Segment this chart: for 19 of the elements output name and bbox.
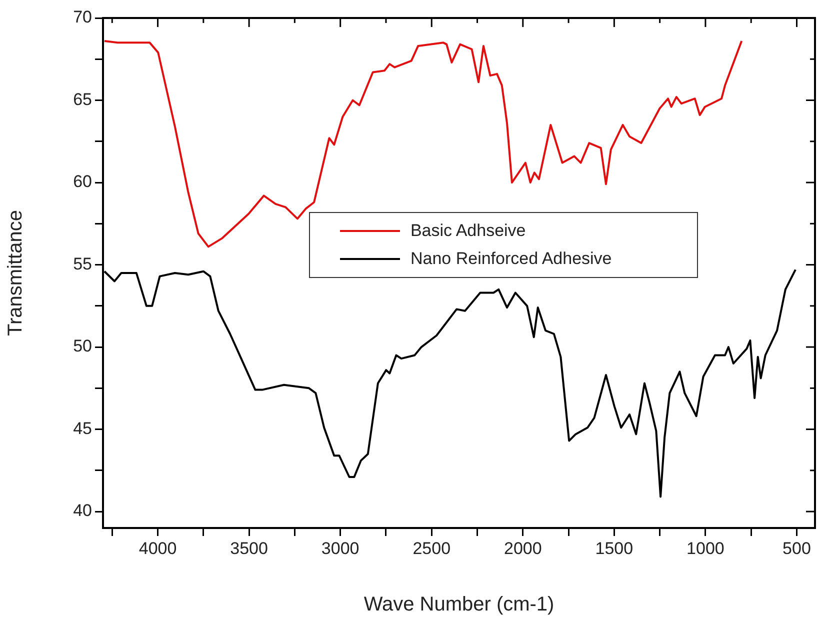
y-tick-label: 40 <box>73 501 92 520</box>
x-tick-label: 3500 <box>230 538 268 558</box>
x-tick-label: 4000 <box>138 538 177 558</box>
y-axis-title: Transmittance <box>4 210 27 336</box>
x-tick-label: 2500 <box>412 538 451 558</box>
y-tick-label: 70 <box>73 8 92 27</box>
y-tick-label: 45 <box>73 418 92 438</box>
x-axis-title: Wave Number (cm-1) <box>364 594 554 616</box>
y-tick-label: 65 <box>73 90 92 109</box>
x-tick-label: 3000 <box>321 538 360 558</box>
x-tick-label: 1000 <box>686 538 724 558</box>
legend-label: Basic Adhseive <box>410 220 526 241</box>
x-tick-label: 1500 <box>595 538 634 558</box>
y-tick-label: 60 <box>73 172 92 192</box>
y-tick-label: 50 <box>73 336 92 356</box>
legend-label: Nano Reinforced Adhesive <box>410 248 612 269</box>
y-tick-label: 55 <box>73 254 92 274</box>
x-tick-label: 500 <box>782 538 811 558</box>
x-tick-label: 2000 <box>504 538 542 558</box>
